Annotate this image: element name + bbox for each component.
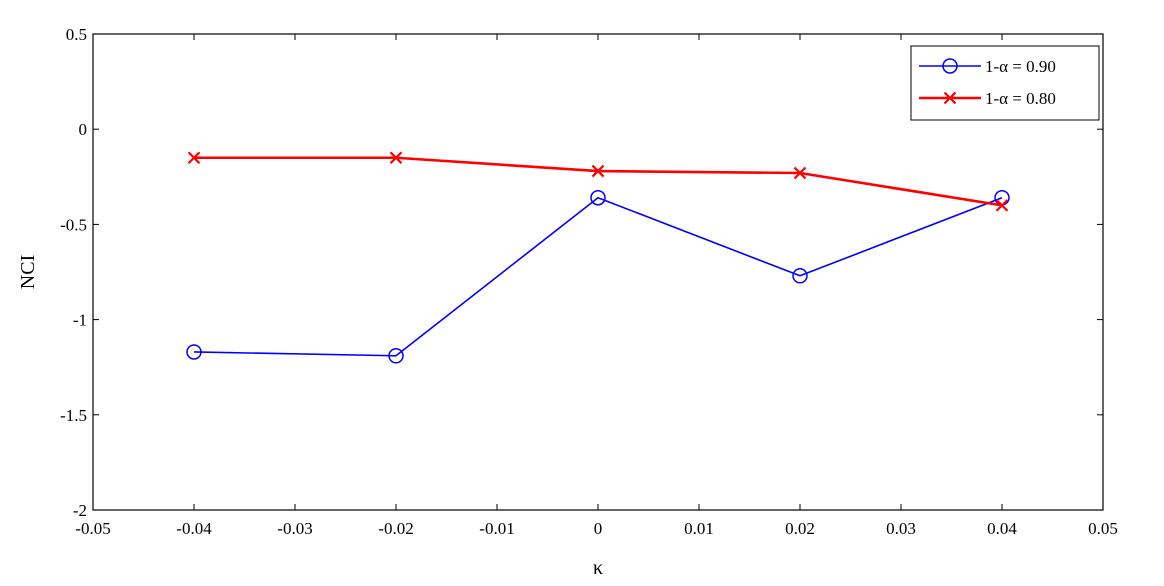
y-tick-label: -2 [73, 501, 87, 520]
data-point [590, 189, 606, 206]
legend-entries: 1-α = 0.90 1-α = 0.80 [919, 57, 1056, 108]
y-tick-label: -1.5 [60, 406, 87, 425]
legend-entry: 1-α = 0.90 [919, 57, 1056, 76]
y-tick-label: -0.5 [60, 215, 87, 234]
legend-marker [943, 91, 957, 105]
y-tick-label: 0.5 [66, 25, 87, 44]
data-point [591, 164, 605, 178]
y-tick-label: -1 [73, 311, 87, 330]
y-axis-label: NCI [17, 255, 39, 289]
data-point [793, 166, 807, 180]
series-1 [186, 189, 1010, 364]
x-tick-label: 0.04 [987, 519, 1017, 538]
legend: 1-α = 0.90 1-α = 0.80 [910, 45, 1100, 121]
data-point [187, 151, 201, 165]
x-tick-label: 0.02 [785, 519, 815, 538]
y-tick-label: 0 [79, 120, 88, 139]
x-tick-label: -0.02 [378, 519, 413, 538]
axis-ticks: -0.05 -0.04 -0.03 -0.02 -0.01 0 0.01 0.02 0.03 0.… [60, 25, 1118, 538]
data-point [792, 268, 808, 284]
data-point [388, 348, 404, 364]
legend-entry: 1-α = 0.80 [919, 89, 1056, 108]
series-layer [186, 151, 1010, 364]
x-tick-label: -0.03 [277, 519, 312, 538]
legend-box [910, 45, 1100, 121]
x-tick-label: 0.01 [684, 519, 714, 538]
data-point [186, 344, 202, 360]
x-tick-label: -0.01 [479, 519, 514, 538]
legend-label: 1-α = 0.90 [985, 57, 1056, 76]
data-point [389, 151, 403, 165]
x-tick-label: 0.03 [886, 519, 916, 538]
series-2 [187, 151, 1009, 212]
x-tick-label: 0 [594, 519, 603, 538]
data-point [995, 199, 1009, 212]
x-tick-label: -0.04 [176, 519, 212, 538]
x-tick-label: 0.05 [1088, 519, 1118, 538]
x-axis-label: κ [593, 557, 603, 579]
x-tick-label: -0.05 [75, 519, 110, 538]
legend-label: 1-α = 0.80 [985, 89, 1056, 108]
series-line [193, 196, 1003, 357]
legend-marker [942, 58, 958, 74]
